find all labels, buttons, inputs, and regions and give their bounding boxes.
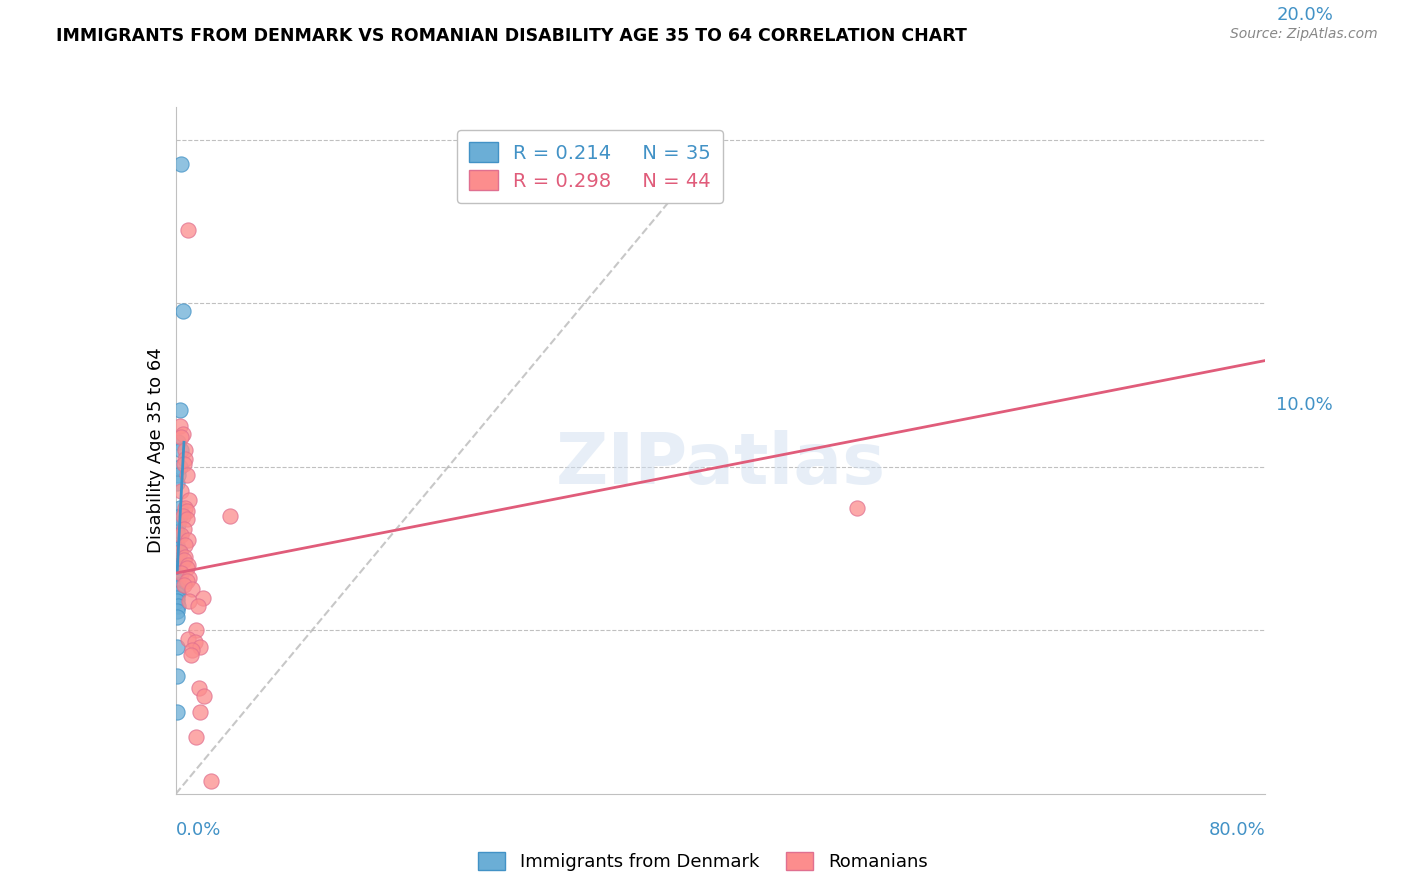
Point bbox=[179, 492, 201, 507]
Point bbox=[181, 643, 204, 657]
Point bbox=[166, 594, 188, 608]
Point bbox=[187, 681, 209, 695]
Text: Source: ZipAtlas.com: Source: ZipAtlas.com bbox=[1230, 27, 1378, 41]
Point bbox=[219, 508, 242, 523]
Point bbox=[169, 459, 191, 474]
Point bbox=[167, 577, 190, 591]
Point bbox=[173, 522, 195, 536]
Point bbox=[169, 545, 191, 559]
Point bbox=[845, 500, 868, 515]
Point bbox=[166, 538, 188, 552]
Point bbox=[177, 558, 200, 572]
Point bbox=[186, 599, 209, 613]
Point bbox=[169, 508, 191, 523]
Point bbox=[166, 591, 188, 605]
Point bbox=[170, 528, 193, 542]
Point bbox=[174, 538, 197, 552]
Point bbox=[167, 528, 190, 542]
Point bbox=[166, 557, 188, 571]
Point bbox=[170, 157, 193, 171]
Point bbox=[186, 730, 208, 744]
Legend: Immigrants from Denmark, Romanians: Immigrants from Denmark, Romanians bbox=[471, 845, 935, 879]
Point bbox=[181, 582, 204, 597]
Point bbox=[166, 587, 188, 601]
Point bbox=[166, 610, 188, 624]
Point bbox=[166, 705, 188, 719]
Point bbox=[167, 516, 190, 531]
Point bbox=[193, 689, 215, 703]
Point bbox=[169, 569, 191, 583]
Point bbox=[167, 599, 190, 613]
Point bbox=[166, 640, 188, 654]
Point bbox=[186, 624, 208, 638]
Point bbox=[169, 500, 191, 515]
Point bbox=[200, 773, 222, 788]
Point bbox=[176, 561, 198, 575]
Point bbox=[174, 443, 197, 458]
Point bbox=[172, 508, 194, 523]
Point bbox=[167, 541, 190, 556]
Point bbox=[180, 648, 202, 662]
Point bbox=[167, 585, 190, 599]
Point bbox=[172, 304, 194, 318]
Point bbox=[177, 222, 200, 236]
Point bbox=[188, 640, 211, 654]
Point bbox=[173, 457, 195, 471]
Point bbox=[167, 467, 190, 482]
Point bbox=[166, 549, 188, 564]
Point bbox=[167, 435, 190, 450]
Point bbox=[167, 561, 190, 575]
Point bbox=[173, 577, 195, 591]
Point bbox=[166, 525, 188, 540]
Point bbox=[188, 705, 211, 719]
Text: IMMIGRANTS FROM DENMARK VS ROMANIAN DISABILITY AGE 35 TO 64 CORRELATION CHART: IMMIGRANTS FROM DENMARK VS ROMANIAN DISA… bbox=[56, 27, 967, 45]
Point bbox=[179, 594, 201, 608]
Point bbox=[166, 669, 188, 683]
Point bbox=[170, 484, 193, 499]
Point bbox=[191, 591, 214, 605]
Point bbox=[176, 467, 198, 482]
Point bbox=[172, 427, 194, 442]
Point bbox=[166, 566, 188, 580]
Point bbox=[174, 549, 197, 564]
Point bbox=[169, 402, 191, 417]
Text: 0.0%: 0.0% bbox=[176, 822, 221, 839]
Point bbox=[174, 451, 197, 466]
Text: 20.0%: 20.0% bbox=[1277, 6, 1333, 24]
Point bbox=[176, 504, 198, 518]
Point bbox=[179, 571, 201, 585]
Point bbox=[169, 545, 191, 559]
Point bbox=[170, 430, 193, 444]
Legend: R = 0.214     N = 35, R = 0.298     N = 44: R = 0.214 N = 35, R = 0.298 N = 44 bbox=[457, 130, 723, 202]
Point bbox=[170, 566, 193, 580]
Text: 10.0%: 10.0% bbox=[1277, 395, 1333, 414]
Point bbox=[166, 476, 188, 491]
Point bbox=[166, 604, 188, 618]
Point bbox=[166, 581, 188, 595]
Point bbox=[174, 500, 197, 515]
Point bbox=[170, 443, 193, 458]
Text: ZIPatlas: ZIPatlas bbox=[555, 430, 886, 499]
Point bbox=[169, 418, 191, 433]
Point bbox=[167, 553, 190, 567]
Point bbox=[173, 553, 195, 567]
Point bbox=[176, 512, 198, 526]
Y-axis label: Disability Age 35 to 64: Disability Age 35 to 64 bbox=[146, 348, 165, 553]
Point bbox=[177, 632, 200, 646]
Point bbox=[184, 635, 207, 649]
Point bbox=[176, 574, 198, 589]
Point bbox=[166, 574, 188, 589]
Point bbox=[177, 533, 200, 548]
Text: 80.0%: 80.0% bbox=[1209, 822, 1265, 839]
